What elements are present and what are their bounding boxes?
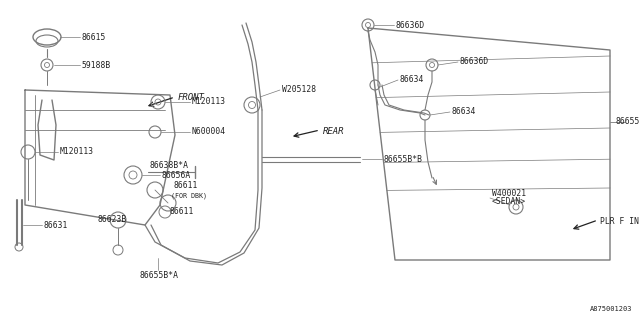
Text: <SEDAN>: <SEDAN> <box>492 197 526 206</box>
Text: REAR: REAR <box>323 126 344 135</box>
Text: 86611: 86611 <box>170 207 195 217</box>
Text: FRONT: FRONT <box>178 93 205 102</box>
Text: (FOR DBK): (FOR DBK) <box>171 193 207 199</box>
Text: 86638B*A: 86638B*A <box>149 161 188 170</box>
Text: 59188B: 59188B <box>82 60 111 69</box>
Text: 86636D: 86636D <box>460 58 489 67</box>
Text: 86615: 86615 <box>82 33 106 42</box>
Text: 86636D: 86636D <box>396 20 425 29</box>
Text: 86656A: 86656A <box>162 171 191 180</box>
Text: 86655B*B: 86655B*B <box>384 155 423 164</box>
Text: 86611: 86611 <box>173 180 197 189</box>
Text: M120113: M120113 <box>60 148 94 156</box>
Text: M120113: M120113 <box>192 98 226 107</box>
Text: W400021: W400021 <box>492 188 526 197</box>
Text: A875001203: A875001203 <box>589 306 632 312</box>
Text: 86631: 86631 <box>44 220 68 229</box>
Text: PLR F IN CTR: PLR F IN CTR <box>600 218 640 227</box>
Text: 86655B*A: 86655B*A <box>140 270 179 279</box>
Text: N600004: N600004 <box>192 127 226 137</box>
Text: 86655I: 86655I <box>615 117 640 126</box>
Text: 86623B: 86623B <box>98 215 127 225</box>
Text: W205128: W205128 <box>282 85 316 94</box>
Text: 86634: 86634 <box>400 76 424 84</box>
Text: 86634: 86634 <box>452 108 476 116</box>
